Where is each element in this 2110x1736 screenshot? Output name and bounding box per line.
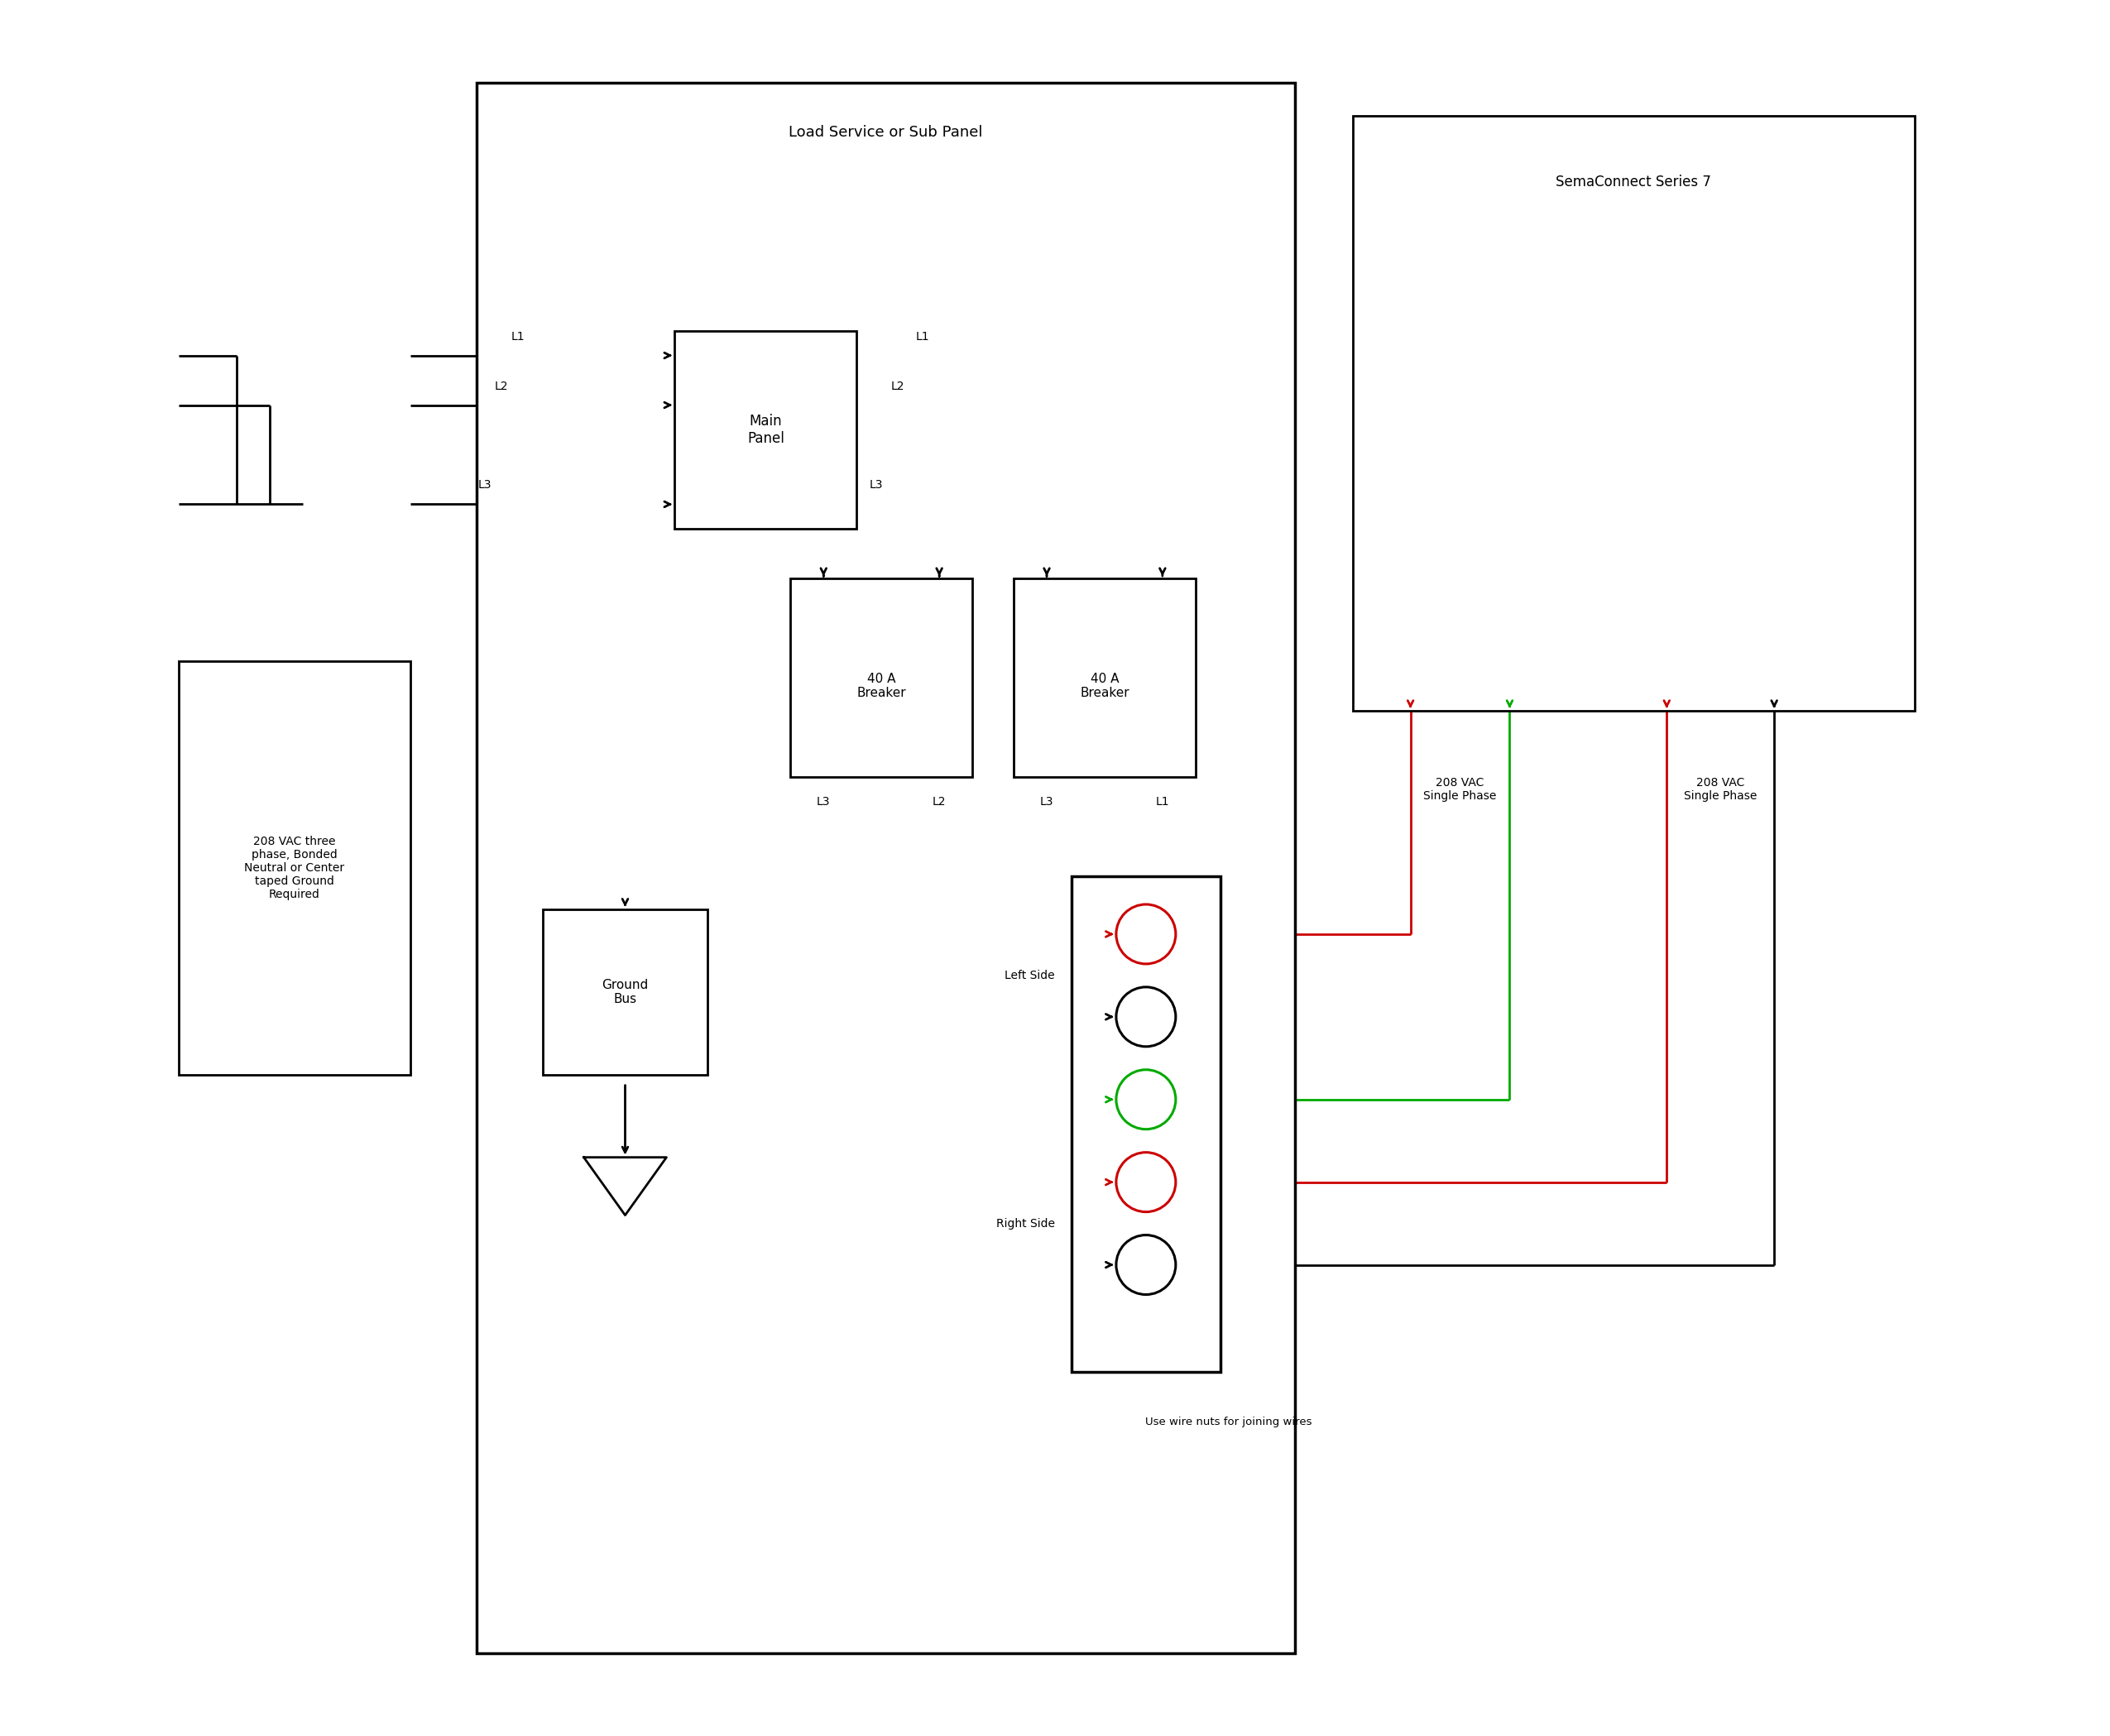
Circle shape [1116,988,1175,1047]
Text: L1: L1 [511,330,525,342]
Text: SemaConnect Series 7: SemaConnect Series 7 [1555,174,1711,189]
Text: Use wire nuts for joining wires: Use wire nuts for joining wires [1146,1417,1312,1427]
Bar [1013,578,1196,778]
Circle shape [1116,1069,1175,1128]
Text: 40 A
Breaker: 40 A Breaker [1080,674,1129,700]
Text: L3: L3 [869,479,884,491]
Circle shape [1116,904,1175,963]
Text: 208 VAC
Single Phase: 208 VAC Single Phase [1684,778,1758,802]
Text: Left Side: Left Side [1004,970,1055,981]
Text: L1: L1 [1156,797,1169,807]
Text: 208 VAC three
phase, Bonded
Neutral or Center
taped Ground
Required: 208 VAC three phase, Bonded Neutral or C… [245,835,344,901]
Bar [542,910,707,1075]
Bar [179,661,409,1075]
Text: Load Service or Sub Panel: Load Service or Sub Panel [789,125,983,139]
Circle shape [1116,1234,1175,1295]
Text: L3: L3 [1040,797,1053,807]
Text: L3: L3 [477,479,492,491]
Text: L2: L2 [933,797,945,807]
Bar [1072,877,1220,1371]
Text: L3: L3 [817,797,831,807]
Bar [675,330,857,529]
Bar [477,83,1296,1653]
Bar [791,578,973,778]
Text: L2: L2 [890,380,905,392]
Text: Right Side: Right Side [996,1217,1055,1229]
Text: 208 VAC
Single Phase: 208 VAC Single Phase [1424,778,1496,802]
Text: 40 A
Breaker: 40 A Breaker [857,674,905,700]
Bar [1353,116,1914,712]
Text: Ground
Bus: Ground Bus [601,979,648,1005]
Circle shape [1116,1153,1175,1212]
Text: L2: L2 [494,380,509,392]
Text: Main
Panel: Main Panel [747,413,785,446]
Text: L1: L1 [916,330,931,342]
